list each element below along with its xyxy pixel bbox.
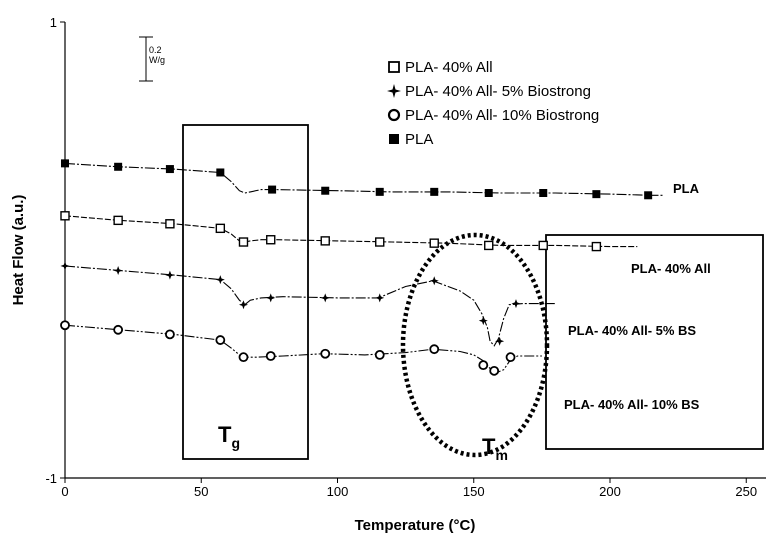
series-2: [60, 261, 556, 347]
data-point: [165, 219, 175, 229]
y-tick-label: 1: [50, 15, 57, 30]
data-point: [60, 320, 70, 331]
series-label-10-bs: PLA- 40% All- 10% BS: [564, 397, 700, 412]
scale-bar: 0.2 W/g: [139, 36, 165, 82]
tm-label: Tm: [482, 434, 508, 463]
data-point: [478, 360, 489, 371]
y-tick-label: -1: [45, 471, 57, 486]
series-line: [64, 324, 542, 374]
x-ticks: 0 50 100 150 200 250: [61, 478, 757, 499]
series-3: [60, 320, 542, 376]
legend: PLA- 40% All PLA- 40% All- 5% Biostrong …: [387, 59, 599, 148]
x-tick-label: 150: [463, 484, 485, 499]
data-point: [429, 276, 439, 286]
data-point: [238, 300, 248, 310]
legend-marker-open-circle: [387, 108, 401, 122]
y-axis-title: Heat Flow (a.u.): [10, 195, 27, 306]
data-point: [644, 191, 653, 200]
data-point: [215, 275, 225, 285]
data-point: [375, 187, 384, 196]
legend-label-2: PLA- 40% All- 5% Biostrong: [405, 83, 591, 100]
series-4: [61, 159, 665, 200]
legend-item-2: PLA- 40% All- 5% Biostrong: [387, 83, 591, 100]
series-1: [60, 211, 638, 252]
series-layer: [60, 159, 665, 376]
data-point: [165, 329, 175, 340]
data-point: [484, 240, 494, 251]
data-point: [539, 189, 548, 197]
data-point: [429, 238, 439, 248]
legend-item-4: PLA: [389, 131, 433, 148]
series-label-pla-40-all: PLA- 40% All: [631, 261, 711, 276]
data-point: [489, 365, 500, 376]
x-tick-label: 250: [735, 484, 757, 499]
data-point: [61, 159, 69, 168]
series-label-box: [545, 234, 764, 450]
series-line: [64, 265, 556, 347]
data-point: [114, 162, 123, 171]
data-point: [165, 165, 174, 174]
data-point: [374, 349, 385, 360]
data-point: [113, 324, 124, 335]
data-point: [165, 270, 175, 280]
data-point: [495, 336, 505, 346]
series-label-5-bs: PLA- 40% All- 5% BS: [568, 323, 696, 338]
data-point: [268, 185, 277, 194]
x-tick-label: 50: [194, 484, 208, 499]
data-point: [511, 299, 521, 309]
scale-bar-value: 0.2: [149, 45, 162, 55]
data-point: [113, 215, 123, 226]
legend-marker-plus-star: [387, 84, 401, 98]
legend-label-4: PLA: [405, 131, 433, 148]
x-tick-label: 100: [327, 484, 349, 499]
data-point: [238, 237, 249, 247]
data-point: [320, 236, 330, 246]
data-point: [265, 351, 276, 361]
data-point: [215, 223, 226, 234]
legend-label-1: PLA- 40% All: [405, 59, 493, 76]
x-tick-label: 0: [61, 484, 68, 499]
series-label-pla: PLA: [673, 181, 700, 196]
data-point: [375, 237, 385, 247]
data-point: [215, 335, 226, 345]
data-point: [430, 187, 439, 196]
legend-item-1: PLA- 40% All: [388, 59, 493, 76]
data-point: [238, 352, 249, 363]
tg-label: Tg: [218, 422, 240, 451]
data-point: [505, 352, 516, 363]
data-point: [484, 189, 493, 197]
data-point: [320, 348, 331, 359]
data-point: [321, 186, 330, 195]
legend-item-3: PLA- 40% All- 10% Biostrong: [387, 107, 599, 124]
data-point: [592, 190, 601, 199]
data-point: [113, 266, 123, 276]
series-line: [64, 162, 665, 196]
tg-region-box: [182, 124, 309, 460]
tm-region-ellipse: [400, 232, 550, 458]
data-point: [429, 344, 440, 355]
data-point: [60, 211, 70, 221]
legend-label-3: PLA- 40% All- 10% Biostrong: [405, 107, 599, 124]
data-point: [375, 293, 385, 303]
data-point: [266, 235, 276, 245]
legend-marker-filled-square: [389, 134, 399, 144]
x-axis-title: Temperature (°C): [355, 517, 476, 534]
data-point: [320, 293, 330, 303]
data-point: [591, 241, 602, 252]
data-point: [478, 316, 488, 326]
legend-marker-open-square: [388, 61, 400, 73]
scale-bar-unit: W/g: [149, 55, 165, 65]
data-point: [216, 168, 225, 177]
series-line: [64, 215, 638, 248]
x-tick-label: 200: [599, 484, 621, 499]
y-ticks: 1 -1: [45, 15, 65, 486]
data-point: [60, 261, 70, 271]
data-point: [538, 240, 548, 251]
data-point: [266, 293, 276, 303]
